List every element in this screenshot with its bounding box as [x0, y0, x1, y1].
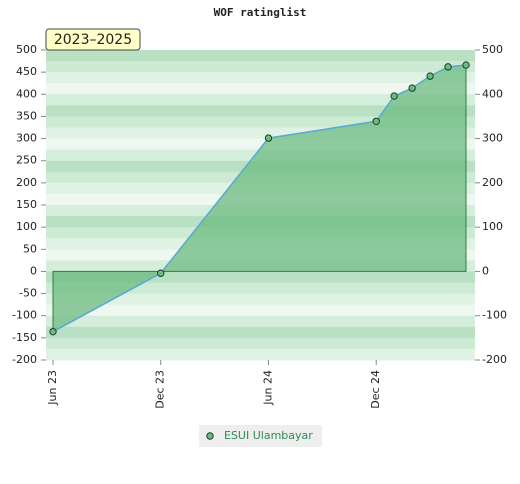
grid-band: [46, 61, 475, 73]
legend-marker: [206, 432, 214, 440]
y2-tick-label: 0: [482, 264, 489, 277]
grid-band: [46, 105, 475, 117]
grid-band: [46, 271, 475, 283]
chart-title: WOF ratinglist: [214, 6, 307, 19]
grid-band: [46, 315, 475, 328]
y-tick-label: -50: [19, 287, 37, 300]
x-tick-label: Dec 24: [369, 370, 382, 409]
grid-band: [46, 293, 475, 306]
grid-band: [46, 83, 475, 95]
y-tick-label: 350: [16, 109, 37, 122]
y2-tick-label: 200: [482, 176, 503, 189]
y-tick-label: 0: [30, 264, 37, 277]
marker: [408, 84, 416, 92]
legend-label: ESUI Ulambayar: [224, 429, 313, 442]
y2-tick-label: -100: [482, 309, 507, 322]
marker: [444, 63, 452, 71]
legend-box: [199, 425, 322, 447]
x-tick-label: Jun 24: [261, 370, 274, 406]
y2-tick-label: -200: [482, 353, 507, 366]
grid-band: [46, 304, 475, 317]
y2-tick-label: 100: [482, 220, 503, 233]
grid-band: [46, 337, 475, 350]
grid-band: [46, 326, 475, 339]
y2-tick-label: 400: [482, 87, 503, 100]
y2-tick-label: 300: [482, 132, 503, 145]
annotation-box: [45, 28, 141, 51]
y-tick-label: 200: [16, 176, 37, 189]
grid-band: [46, 282, 475, 295]
marker: [462, 61, 470, 69]
grid-band: [46, 50, 475, 62]
marker: [390, 92, 398, 100]
grid-band: [46, 138, 475, 151]
y-tick-label: 500: [16, 43, 37, 56]
y-tick-label: -200: [12, 353, 37, 366]
grid-band: [46, 127, 475, 140]
marker: [372, 117, 380, 126]
grid-band: [46, 72, 475, 84]
marker: [157, 269, 165, 277]
x-tick-label: Jun 23: [46, 370, 59, 406]
y-tick-label: -100: [12, 309, 37, 322]
grid-band: [46, 116, 475, 128]
y-tick-label: 300: [16, 132, 37, 145]
grid-band: [46, 94, 475, 106]
marker: [49, 327, 57, 336]
grid-band: [46, 348, 475, 361]
y-tick-label: 50: [23, 242, 37, 255]
y2-tick-label: 500: [482, 43, 503, 56]
y-tick-label: 150: [16, 198, 37, 211]
y-tick-label: 100: [16, 220, 37, 233]
marker: [426, 72, 434, 80]
y-tick-label: 250: [16, 154, 37, 167]
y-tick-label: 400: [16, 87, 37, 100]
y-tick-label: 450: [16, 65, 37, 78]
annotation: 2023–2025: [54, 32, 132, 48]
marker: [264, 134, 273, 142]
x-tick-label: Dec 23: [154, 370, 167, 409]
y-tick-label: -150: [12, 331, 37, 344]
